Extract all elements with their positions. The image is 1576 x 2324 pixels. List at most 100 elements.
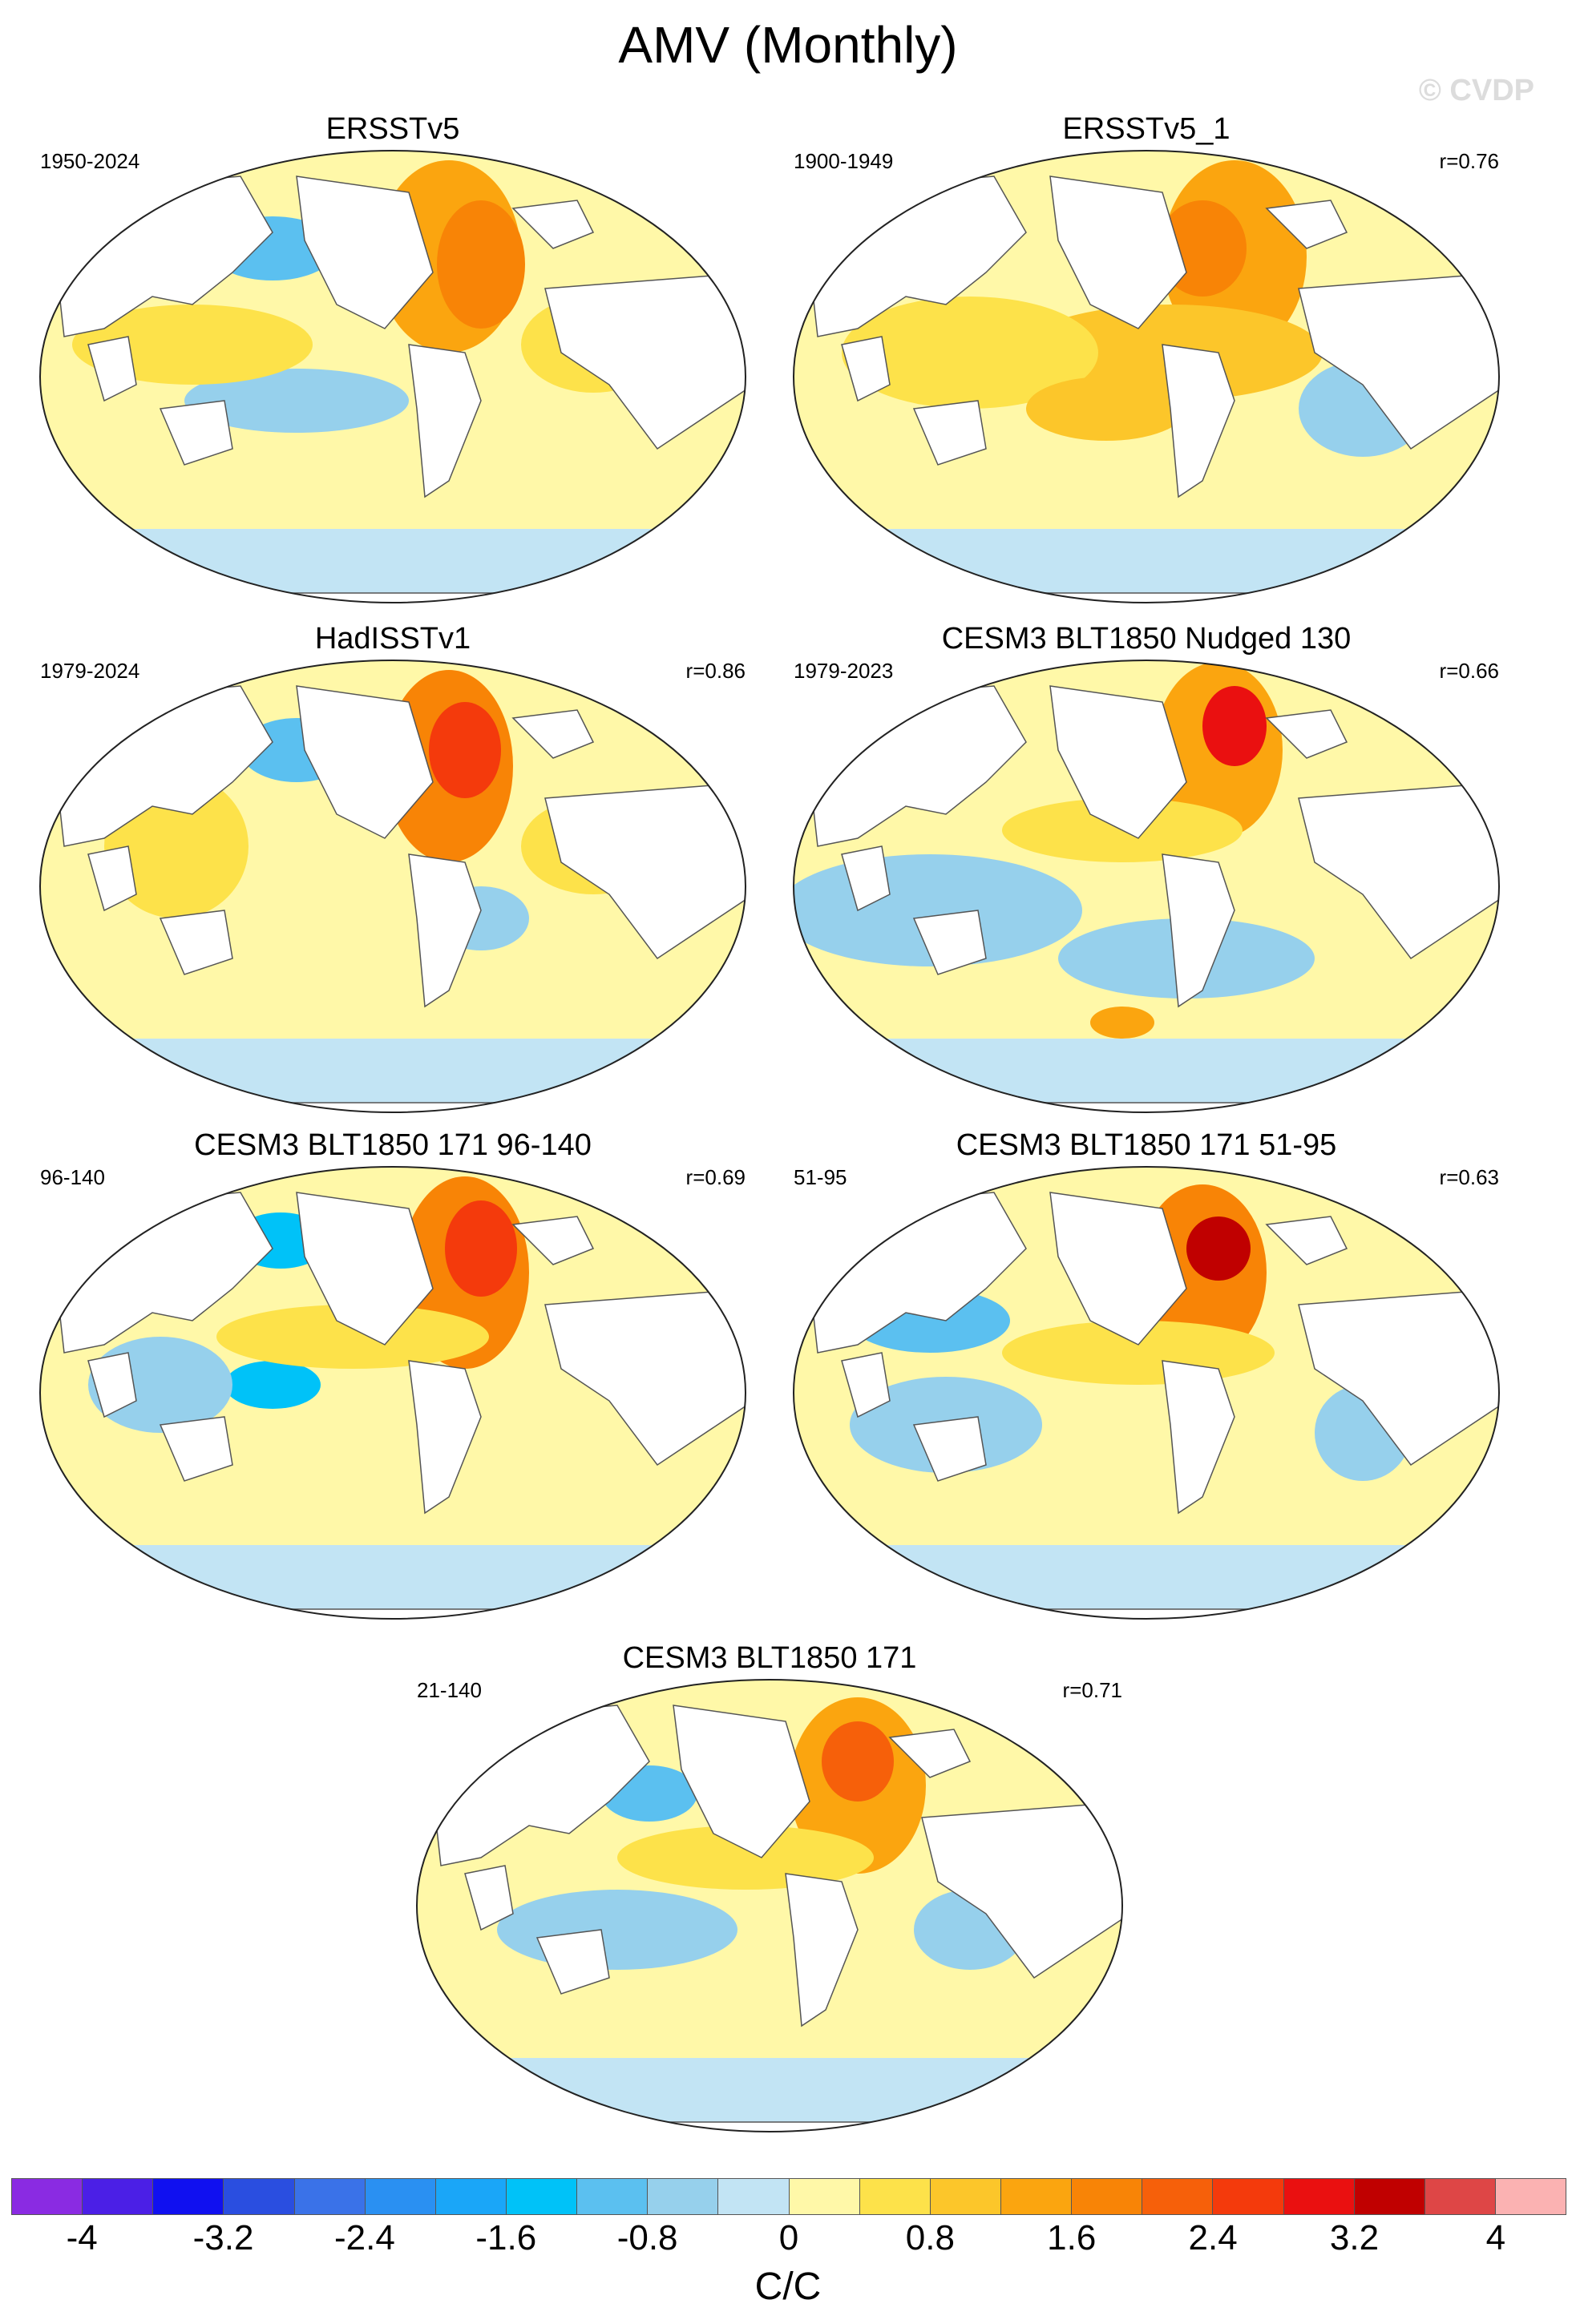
land-mass (296, 685, 434, 839)
colorbar-box (1142, 2178, 1214, 2215)
colorbar-box (717, 2178, 790, 2215)
panel-title: CESM3 BLT1850 171 (622, 1641, 917, 1675)
figure-title: AMV (Monthly) (618, 16, 958, 74)
land-mass (1298, 272, 1499, 450)
colorbar-box (576, 2178, 649, 2215)
colorbar-tick-label: 3.2 (1329, 2218, 1380, 2257)
land-mass (1162, 344, 1235, 498)
map-boundary (793, 150, 1500, 603)
colorbar-box (1071, 2178, 1143, 2215)
panel-cesm3-nudged: CESM3 BLT1850 Nudged 130 1979-2023 r=0.66 (786, 622, 1507, 1127)
anomaly-contour (216, 1305, 489, 1369)
colorbar-box (434, 2178, 507, 2215)
colorbar-tick-label: 4 (1485, 2218, 1506, 2257)
map-boundary (793, 660, 1500, 1113)
sst-regression-map (39, 660, 746, 1113)
land-mass (87, 1352, 137, 1418)
land-mass (1265, 709, 1348, 759)
land-mass (544, 781, 746, 960)
sst-regression-map (416, 1679, 1123, 2132)
sst-regression-map (39, 1166, 746, 1620)
cvdp-watermark: © CVDP (1418, 74, 1534, 107)
land-mass (87, 336, 137, 402)
colorbar-box (82, 2178, 154, 2215)
panel-correlation: r=0.86 (685, 659, 746, 683)
panel-period: 1979-2023 (794, 659, 894, 683)
sst-regression-map (793, 660, 1500, 1113)
colorbar-box (1283, 2178, 1355, 2215)
anomaly-contour (842, 297, 1098, 409)
panel-period: 96-140 (40, 1165, 105, 1189)
land-mass (535, 1929, 610, 1995)
colorbar-box (293, 2178, 366, 2215)
land-mass (296, 176, 434, 329)
land-mass (841, 336, 891, 402)
anomaly-contour (1202, 686, 1267, 766)
colorbar-tick-label: -2.4 (333, 2218, 395, 2257)
panel-title: CESM3 BLT1850 Nudged 130 (941, 622, 1352, 656)
colorbar-box (1353, 2178, 1425, 2215)
land-mass (1298, 1288, 1499, 1467)
panel-title: CESM3 BLT1850 171 96-140 (194, 1128, 592, 1162)
panel-period: 1950-2024 (40, 149, 140, 173)
panel-ersstv5-1: ERSSTv5_1 1900-1949 r=0.76 (786, 112, 1507, 617)
colorbar-tick-label: 0.8 (905, 2218, 955, 2257)
anomaly-contour (184, 369, 409, 433)
land-mass (40, 1102, 746, 1112)
land-mass (1265, 1216, 1348, 1265)
land-mass (1049, 176, 1187, 329)
colorbar-box (1212, 2178, 1284, 2215)
panel-cesm3-171: CESM3 BLT1850 171 21-140 r=0.71 (409, 1641, 1130, 2146)
land-mass (1162, 1360, 1235, 1515)
panel-cesm3-51-95: CESM3 BLT1850 171 51-95 51-95 r=0.63 (786, 1128, 1507, 1633)
colorbar-tick-label: -3.2 (192, 2218, 254, 2257)
land-mass (1298, 781, 1499, 960)
colorbar-units: C/C (754, 2265, 822, 2308)
anomaly-contour (1090, 1007, 1154, 1039)
panel-correlation: r=0.71 (1062, 1678, 1122, 1702)
land-mass (888, 1729, 972, 1778)
land-mass (785, 1873, 859, 2027)
land-mass (1162, 853, 1235, 1008)
anomaly-contour (429, 702, 501, 798)
colorbar-box (1000, 2178, 1073, 2215)
land-mass (296, 1192, 434, 1346)
land-mass (841, 845, 891, 912)
land-mass (794, 592, 1499, 603)
land-mass (1265, 200, 1348, 249)
panel-period: 1900-1949 (794, 149, 894, 173)
land-mass (408, 853, 482, 1008)
colorbar-box (364, 2178, 436, 2215)
panel-title: HadISSTv1 (314, 622, 471, 656)
land-mass (159, 910, 233, 975)
panel-title: CESM3 BLT1850 171 51-95 (956, 1128, 1337, 1162)
land-mass (841, 1352, 891, 1418)
land-mass (511, 1216, 595, 1265)
land-mass (544, 272, 746, 450)
sst-regression-map (793, 150, 1500, 603)
land-mass (40, 1608, 746, 1619)
anomaly-contour (445, 1200, 517, 1297)
colorbar-tick-label: 1.6 (1047, 2218, 1097, 2257)
land-mass (511, 709, 595, 759)
map-boundary (416, 1679, 1123, 2132)
colorbar-box (647, 2178, 719, 2215)
land-mass (544, 1288, 746, 1467)
panel-title: ERSSTv5_1 (1062, 112, 1230, 146)
panel-correlation: r=0.76 (1439, 149, 1499, 173)
land-mass (511, 200, 595, 249)
land-mass (87, 845, 137, 912)
colorbar-box (929, 2178, 1001, 2215)
land-mass (1049, 685, 1187, 839)
map-boundary (793, 1166, 1500, 1620)
land-mass (40, 592, 746, 603)
panel-cesm3-96-140: CESM3 BLT1850 171 96-140 96-140 r=0.69 (32, 1128, 754, 1633)
colorbar-box (505, 2178, 578, 2215)
sst-regression-map (39, 150, 746, 603)
colorbar-tick-label: 0 (778, 2218, 799, 2257)
land-mass (159, 1416, 233, 1482)
anomaly-contour (224, 1361, 321, 1409)
land-mass (912, 1416, 987, 1482)
land-mass (794, 1608, 1499, 1619)
colorbar-tick-label: 2.4 (1188, 2218, 1238, 2257)
